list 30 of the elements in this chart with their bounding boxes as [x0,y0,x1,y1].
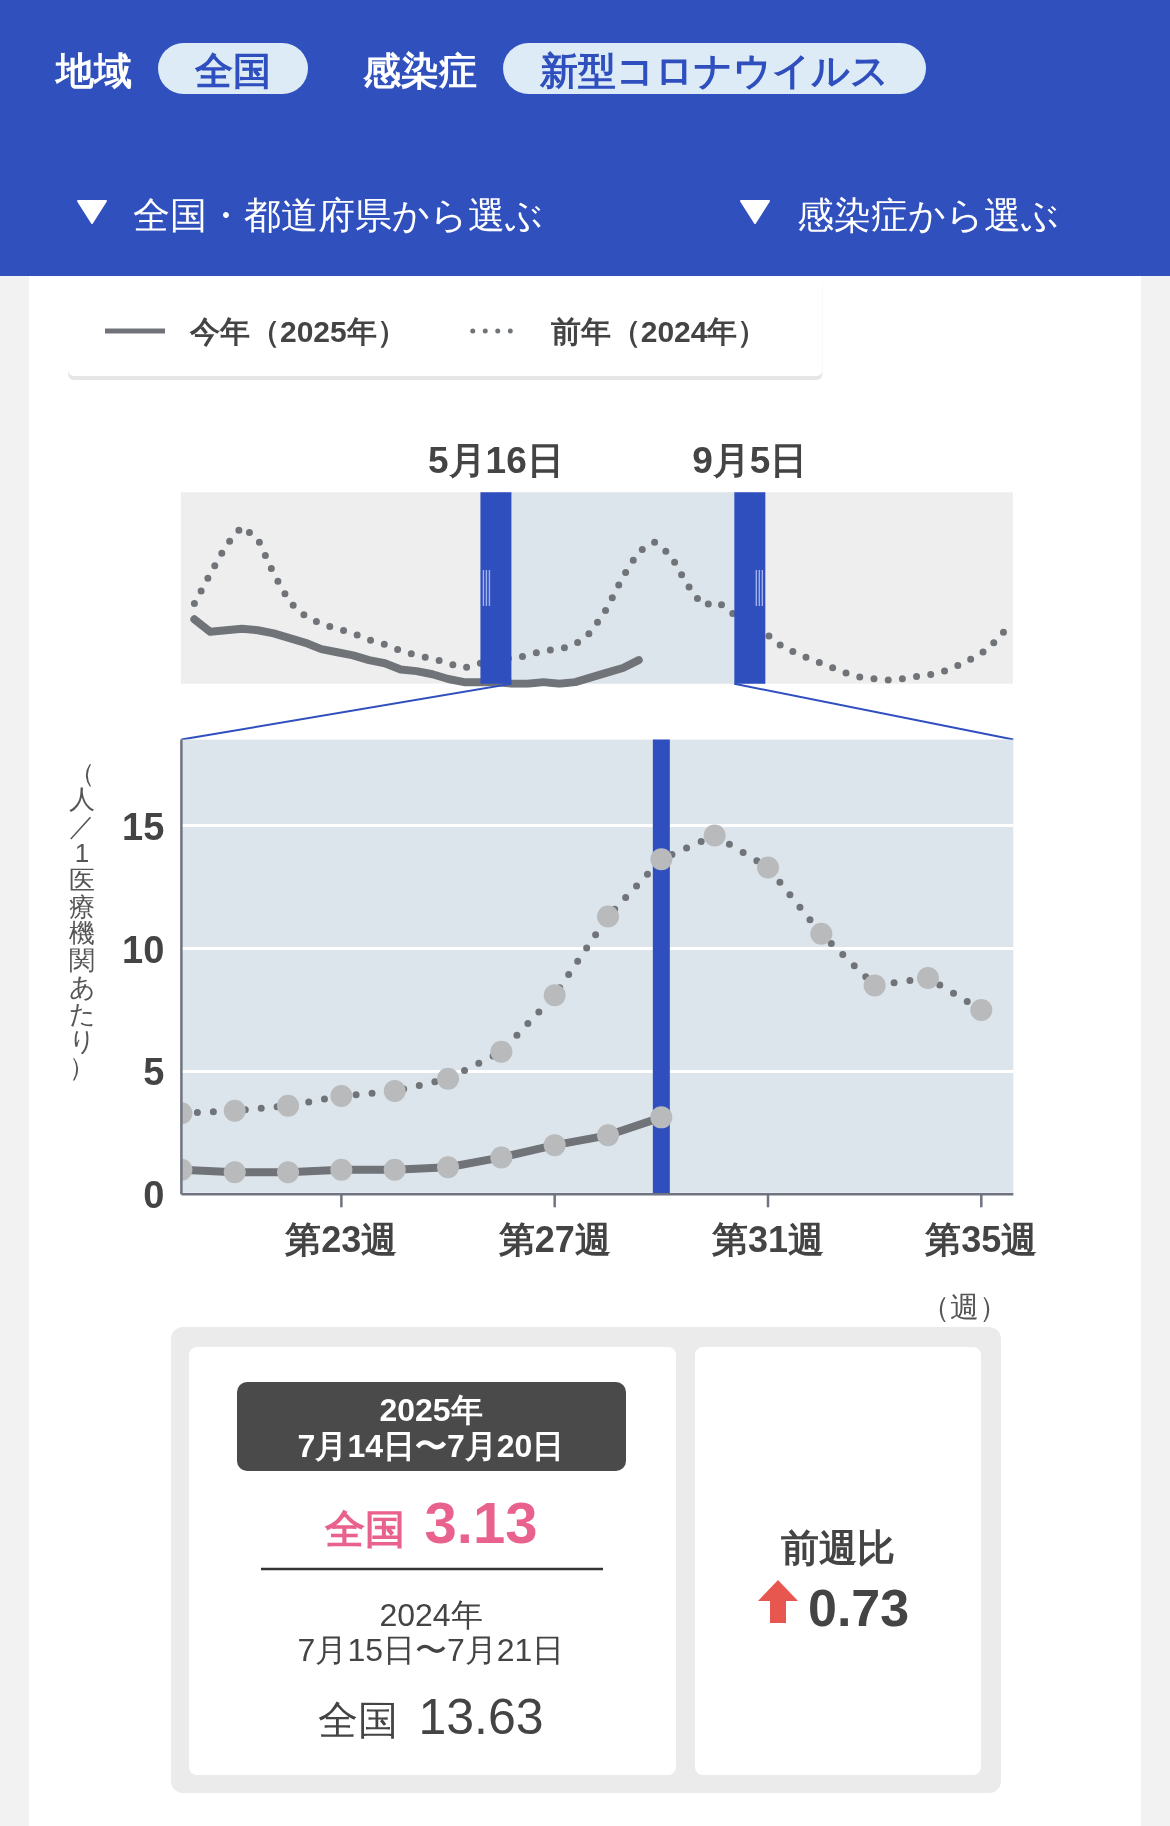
text: 7月15日〜7月21日 [297,1632,565,1668]
text: 0.73 [808,1579,910,1637]
text: 地域 [54,50,132,92]
y-tick-label: 5 [143,1051,165,1094]
text: 全国 [194,50,271,92]
text: 2025年 [379,1392,483,1428]
y-tick-label: 0 [143,1174,165,1217]
text: 3.13 [424,1490,538,1555]
x-tick-label: 5月16日 [428,440,564,481]
text: 全国 [318,1698,399,1742]
text: 全国・都道府県から選ぶ [133,195,543,236]
text: 7月14日〜7月20日 [297,1428,565,1464]
legend-label: 今年（2025年） [189,315,407,348]
text: 感染症から選ぶ [797,195,1059,236]
x-tick-label: 9月5日 [692,440,808,481]
x-tick-label: 第35週 [924,1219,1038,1260]
text: 新型コロナウイルス [539,50,889,92]
x-tick-label: 第23週 [284,1219,398,1260]
text: （人／1医療機関あたり） [68,757,96,1083]
x-axis-title: （週） [920,1291,1008,1324]
text: 2024年 [379,1597,483,1633]
legend-label: 前年（2024年） [550,315,768,348]
text: 全国 [323,1507,405,1551]
text: 13.63 [418,1689,544,1745]
text: 前週比 [781,1527,895,1569]
text: 感染症 [362,50,477,92]
y-tick-label: 15 [122,805,165,848]
x-tick-label: 第27週 [497,1219,611,1260]
x-tick-label: 第31週 [710,1219,825,1260]
y-tick-label: 10 [122,928,165,971]
